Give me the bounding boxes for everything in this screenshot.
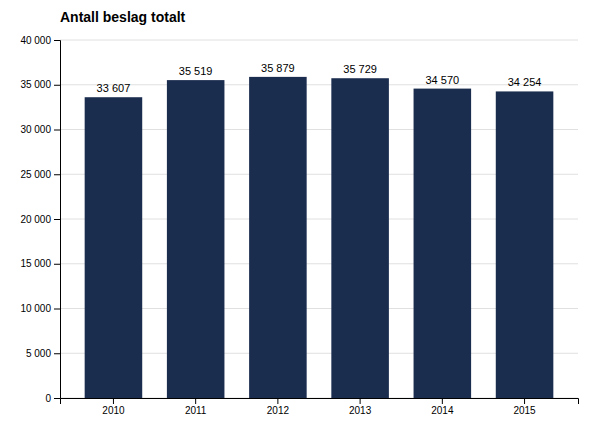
x-tick-label: 2010 [102, 405, 125, 416]
bar [414, 89, 472, 398]
chart-container: 0 5 000 10 000 15 000 20 000 25 000 30 000 35 0… [0, 0, 598, 434]
bar [249, 77, 307, 398]
x-axis-line [61, 399, 579, 405]
y-tick-mark [54, 309, 60, 310]
y-tick-mark [54, 264, 60, 265]
data-label: 35 519 [179, 65, 213, 77]
y-tick-label: 30 000 [20, 124, 51, 135]
x-tick-mark [113, 398, 114, 404]
y-tick-label: 25 000 [20, 169, 51, 180]
y-tick-label: 5 000 [26, 348, 51, 359]
y-tick: 35 000 [20, 79, 60, 90]
y-axis: 0 5 000 10 000 15 000 20 000 25 000 30 000 35 0… [20, 35, 60, 404]
y-tick-mark [54, 219, 60, 220]
x-tick-label: 2013 [349, 405, 372, 416]
x-tick: 2015 [513, 398, 536, 416]
y-tick-mark [54, 40, 60, 41]
data-label: 33 607 [97, 82, 131, 94]
bar [496, 91, 554, 398]
x-tick-label: 2014 [431, 405, 454, 416]
y-tick-mark [54, 174, 60, 175]
x-tick: 2014 [431, 398, 454, 416]
bar [167, 80, 225, 398]
y-tick-mark [54, 398, 60, 399]
plot-area: 0 5 000 10 000 15 000 20 000 25 000 30 000 35 0… [20, 35, 578, 416]
bars [85, 77, 554, 398]
x-tick: 2011 [185, 398, 207, 416]
data-labels: 33 607 35 519 35 879 35 729 34 570 34 254 [97, 62, 542, 94]
y-tick-mark [54, 130, 60, 131]
x-tick-label: 2015 [513, 405, 536, 416]
bar [85, 97, 143, 398]
x-tick-mark [195, 398, 196, 404]
x-tick: 2010 [102, 398, 125, 416]
x-axis: 2010 2011 2012 2013 2014 2015 [61, 398, 579, 416]
bar [331, 78, 389, 398]
x-tick-label: 2012 [267, 405, 290, 416]
y-tick-mark [54, 85, 60, 86]
grid-line [60, 40, 578, 41]
y-tick: 15 000 [20, 258, 60, 269]
y-tick-label: 35 000 [20, 79, 51, 90]
y-tick-label: 10 000 [20, 303, 51, 314]
x-tick: 2012 [267, 398, 290, 416]
x-tick-mark [524, 398, 525, 404]
y-tick-mark [54, 353, 60, 354]
title: Antall beslag totalt [60, 9, 186, 25]
x-tick-mark [360, 398, 361, 404]
grid [60, 40, 578, 398]
data-label: 34 570 [426, 74, 460, 86]
y-tick: 5 000 [26, 348, 60, 359]
y-tick: 40 000 [20, 35, 60, 46]
y-axis-line [54, 41, 61, 399]
data-label: 35 729 [343, 63, 377, 75]
x-tick-mark [277, 398, 278, 404]
y-tick: 10 000 [20, 303, 60, 314]
x-tick-label: 2011 [185, 405, 207, 416]
y-tick: 30 000 [20, 124, 60, 135]
y-tick: 0 [45, 393, 60, 404]
y-tick-label: 20 000 [20, 214, 51, 225]
y-tick: 20 000 [20, 214, 60, 225]
y-tick-label: 0 [45, 393, 51, 404]
y-tick-label: 40 000 [20, 35, 51, 46]
data-label: 34 254 [508, 76, 542, 88]
y-tick: 25 000 [20, 169, 60, 180]
data-label: 35 879 [261, 62, 295, 74]
x-tick-mark [442, 398, 443, 404]
y-tick-label: 15 000 [20, 258, 51, 269]
chart-svg: 0 5 000 10 000 15 000 20 000 25 000 30 000 35 0… [0, 0, 598, 434]
x-tick: 2013 [349, 398, 372, 416]
grid-line [60, 84, 578, 85]
